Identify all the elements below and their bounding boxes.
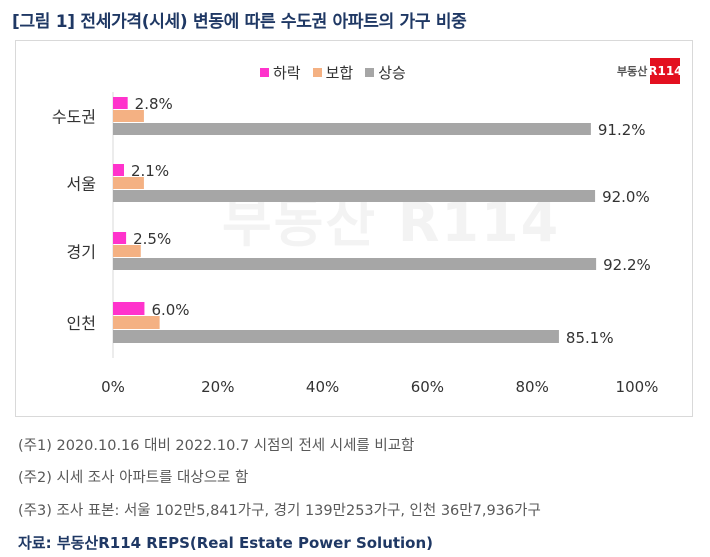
legend-swatch-flat [312, 67, 322, 77]
bar-gyeonggi-flat [113, 245, 141, 257]
data-label-gyeonggi-decline: 2.5% [133, 230, 171, 248]
x-tick-label: 60% [411, 378, 444, 396]
category-label-capital-area: 수도권 [52, 108, 96, 127]
bar-gyeonggi-rise [113, 258, 597, 270]
x-tick-label: 80% [516, 378, 549, 396]
legend-item-decline: 하락 [260, 62, 301, 83]
data-label-capital-area-rise: 91.2% [598, 121, 646, 139]
legend-label-decline: 하락 [273, 63, 301, 82]
bar-capital-area-decline [113, 97, 128, 109]
legend-swatch-decline [260, 67, 269, 77]
bar-chart-plot: 수도권 2.8% 91.2% 서울 2.1% 92.0% 경기 2.5% 92.2% 인천 6.0%… [52, 92, 659, 396]
footnote-3: (주3) 조사 표본: 서울 102만5,841가구, 경기 139만253가구… [18, 503, 541, 519]
x-tick-label: 0% [101, 378, 125, 396]
category-label-gyeonggi: 경기 [67, 243, 96, 262]
legend-item-flat: 보합 [312, 62, 354, 83]
logo-text: 부동산 [617, 65, 648, 78]
data-label-gyeonggi-rise: 92.2% [603, 256, 651, 274]
bar-capital-area-flat [113, 110, 144, 122]
x-tick-label: 40% [306, 378, 339, 396]
logo-box: R114 [648, 58, 683, 84]
legend-item-rise: 상승 [365, 62, 406, 83]
bar-incheon-decline [113, 302, 145, 315]
data-label-incheon-decline: 6.0% [151, 301, 189, 319]
category-label-incheon: 인천 [67, 314, 96, 333]
legend-swatch-rise [365, 67, 375, 77]
legend-label-flat: 보합 [325, 63, 354, 82]
data-label-seoul-rise: 92.0% [602, 188, 650, 206]
legend-label-rise: 상승 [378, 63, 406, 82]
bar-capital-area-rise [113, 123, 591, 135]
bar-seoul-rise [113, 190, 596, 202]
chart-title: [그림 1] 전세가격(시세) 변동에 따른 수도권 아파트의 가구 비중 [12, 12, 467, 32]
bar-incheon-flat [113, 316, 160, 329]
category-label-seoul: 서울 [67, 175, 96, 194]
bar-incheon-rise [113, 330, 559, 343]
x-tick-label: 100% [616, 378, 659, 396]
data-label-incheon-rise: 85.1% [566, 329, 614, 347]
footnote-1: (주1) 2020.10.16 대비 2022.10.7 시점의 전세 시세를 … [18, 438, 415, 454]
footnote-2: (주2) 시세 조사 아파트를 대상으로 함 [18, 470, 249, 486]
chart-frame [15, 40, 693, 417]
data-label-seoul-decline: 2.1% [131, 162, 169, 180]
chart-legend: 하락 보합 상승 [260, 62, 418, 82]
bar-gyeonggi-decline [113, 232, 127, 244]
x-tick-label: 20% [201, 378, 234, 396]
bar-seoul-decline [113, 164, 125, 176]
source-note: 자료: 부동산R114 REPS(Real Estate Power Solut… [18, 534, 434, 552]
data-label-capital-area-decline: 2.8% [135, 95, 173, 113]
r114-logo: 부동산 R114 [617, 58, 683, 84]
bar-seoul-flat [113, 177, 144, 189]
